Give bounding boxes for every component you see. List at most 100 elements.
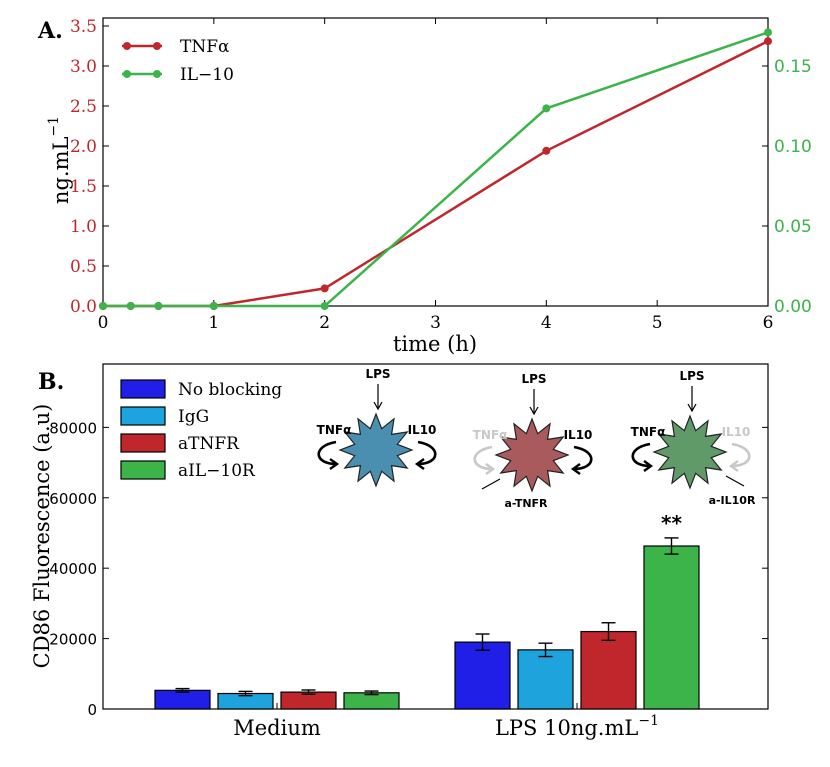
y-left-tick-label: 1.5 (70, 177, 97, 197)
lps-label: LPS (365, 367, 390, 381)
series-1-point (99, 302, 107, 310)
bar-3-1 (643, 545, 700, 710)
tnf-loop-arrow (473, 445, 493, 471)
il10-loop-arrow (417, 440, 437, 466)
blocker-label: a-IL10R (709, 494, 756, 507)
category-label-superscript: −1 (638, 713, 659, 729)
line-chart-x-axis-label: time (h) (393, 332, 477, 356)
tnf-loop-arrow-head (485, 463, 496, 475)
line-chart-legend: TNFα IL−10 (122, 37, 234, 85)
series-1-point (542, 104, 551, 113)
bar-1-1 (517, 649, 574, 710)
y-tick-label: 0 (87, 701, 97, 719)
x-tick-label: Medium (233, 716, 321, 740)
cell-icon (338, 412, 414, 488)
tnf-label: TNFα (317, 423, 352, 437)
bar-chart-legend: No blocking IgG aTNFR aIL−10R (120, 379, 282, 481)
series-0-point (320, 284, 329, 293)
il10-label: IL10 (722, 425, 751, 439)
cell-diagrams: LPS TNFα IL10 LPS TNFα IL10 a-TNFR LPS TNFα IL10 a… (317, 367, 756, 510)
cell-diagram-0: LPS TNFα IL10 (317, 367, 437, 488)
tnf-label: TNFα (631, 425, 666, 439)
x-tick-label: 6 (763, 313, 774, 333)
il10-loop-arrow (573, 445, 593, 471)
legend-label-1: IL−10 (180, 65, 234, 85)
il10-loop-arrow (731, 442, 751, 468)
line-chart-panel: A. 0 1 2 3 4 5 6 0.0 0.5 1.0 1.5 2.0 2.5 3.0 3.5 0.00 0.… (37, 17, 812, 356)
legend-swatch-3 (120, 460, 166, 480)
lps-label: LPS (679, 369, 704, 383)
y-left-tick-label: 2.5 (70, 97, 97, 117)
series-0-point (542, 146, 551, 155)
series-1-point (126, 302, 135, 310)
series-0-point (764, 37, 772, 46)
panel-a-label: A. (37, 18, 63, 44)
il10-label: IL10 (564, 428, 593, 442)
line-chart-y-axis-label: ng.mL−1 (46, 116, 73, 204)
legend-marker-1 (153, 70, 161, 78)
y-tick-label: 80000 (49, 419, 97, 437)
tnf-loop-arrow-head (329, 458, 340, 470)
tnf-loop-arrow-head (643, 460, 654, 472)
cell-diagram-2: LPS TNFα IL10 a-IL10R (631, 369, 756, 507)
y-left-tick-label: 3.5 (70, 17, 97, 37)
bar-2-1 (580, 630, 637, 710)
lps-arrow-head (687, 403, 697, 413)
il10-loop-arrow-head (570, 463, 581, 475)
y-tick-label: 60000 (49, 490, 97, 508)
lps-arrow-head (529, 406, 539, 416)
lps-label: LPS (521, 372, 546, 386)
tnf-loop-arrow (631, 442, 651, 468)
x-tick-label: LPS 10ng.mL−1 (495, 713, 659, 740)
line-chart-series (99, 28, 772, 310)
y-right-tick-label: 0.05 (774, 217, 812, 237)
bar-chart-ticks: 0 20000 40000 60000 80000 Medium LPS 10ng.mL−1 (49, 419, 768, 740)
legend-label-0: TNFα (180, 37, 230, 57)
x-tick-label: 1 (208, 313, 219, 333)
bar-chart-y-axis-label: CD86 Fluorescence (a.u) (30, 404, 54, 669)
legend-label-3: aIL−10R (178, 461, 256, 481)
cell-diagram-1: LPS TNFα IL10 a-TNFR (473, 372, 593, 510)
series-1-point (209, 302, 218, 310)
category-label: Medium (233, 716, 321, 740)
legend-swatch-0 (120, 379, 166, 399)
cell-icon (494, 417, 570, 493)
il10-loop-arrow-head (728, 460, 739, 472)
y-tick-label: 20000 (49, 631, 97, 649)
line-chart-plot-area (102, 17, 769, 307)
bar-chart-plot-area (102, 363, 769, 710)
y-tick-label: 40000 (49, 560, 97, 578)
panel-b-label: B. (38, 369, 64, 395)
series-1-point (154, 302, 163, 310)
significance-marker: ** (661, 511, 682, 535)
legend-label-2: aTNFR (178, 434, 240, 454)
lps-arrow-head (373, 401, 383, 411)
y-left-tick-label: 2.0 (70, 137, 97, 157)
x-tick-label: 5 (652, 313, 663, 333)
y-right-tick-label: 0.10 (774, 137, 812, 157)
line-chart-ticks: 0 1 2 3 4 5 6 0.0 0.5 1.0 1.5 2.0 2.5 3.0 3.5 0.00 0.05 0… (70, 17, 812, 333)
category-label: LPS 10ng.mL (495, 716, 638, 740)
legend-label-1: IgG (178, 407, 209, 427)
il10-loop-arrow-head (414, 458, 425, 470)
tnf-label: TNFα (473, 428, 508, 442)
bar-0-1 (454, 641, 511, 710)
legend-marker-1 (123, 70, 131, 78)
bar-chart-bars: ** (154, 511, 700, 710)
legend-label-0: No blocking (178, 380, 282, 400)
bar-0-0 (154, 689, 211, 710)
y-left-tick-label: 3.0 (70, 57, 97, 77)
y-right-tick-label: 0.00 (774, 297, 812, 317)
legend-swatch-1 (120, 406, 166, 426)
x-tick-label: 4 (541, 313, 552, 333)
blocker-line (481, 478, 501, 490)
blocker-label: a-TNFR (504, 497, 548, 510)
il10-label: IL10 (408, 423, 437, 437)
tnf-loop-arrow (317, 440, 337, 466)
y-right-tick-label: 0.15 (774, 57, 812, 77)
legend-swatch-2 (120, 433, 166, 453)
blocker-line (725, 475, 745, 487)
cell-icon (652, 414, 728, 490)
bar-chart-panel: B. 0 20000 40000 60000 80000 Medium LPS 10ng.m… (30, 363, 769, 740)
